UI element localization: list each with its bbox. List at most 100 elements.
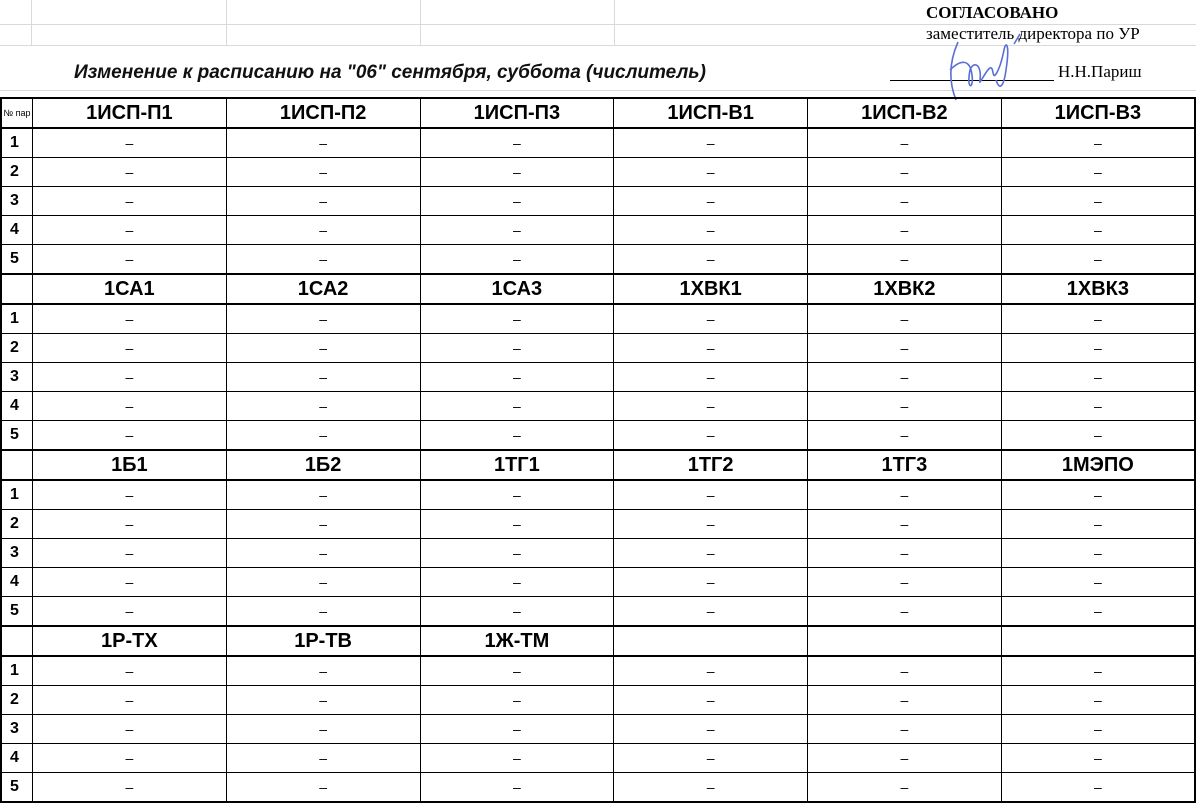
- schedule-cell: –: [419, 743, 615, 773]
- schedule-cell: –: [807, 186, 1002, 216]
- schedule-cell: –: [613, 772, 808, 803]
- group-name: 1ХВК2: [807, 273, 1002, 305]
- schedule-cell: –: [807, 215, 1002, 245]
- lesson-number: 1: [0, 479, 33, 510]
- schedule-cell: –: [419, 333, 615, 363]
- lesson-number: 4: [0, 391, 33, 421]
- table-row: 5– – – – – –: [0, 772, 1196, 803]
- table-row: 4– – – – – –: [0, 215, 1196, 245]
- schedule-cell: –: [613, 362, 808, 392]
- schedule-cell: –: [225, 215, 421, 245]
- schedule-cell: –: [1000, 157, 1196, 187]
- schedule-cell: –: [1000, 538, 1196, 568]
- schedule-cell: –: [1000, 215, 1196, 245]
- table-row: 2– – – – – –: [0, 509, 1196, 539]
- schedule-cell: –: [1000, 772, 1196, 803]
- table-row: 3– – – – – –: [0, 714, 1196, 744]
- table-row: 5– – – – – –: [0, 420, 1196, 451]
- schedule-cell: –: [225, 362, 421, 392]
- approval-heading: СОГЛАСОВАНО: [926, 3, 1059, 22]
- schedule-cell: –: [807, 362, 1002, 392]
- schedule-cell: –: [1000, 596, 1196, 627]
- lesson-number: 3: [0, 538, 33, 568]
- schedule-cell: –: [1000, 333, 1196, 363]
- table-row: 4– – – – – –: [0, 743, 1196, 773]
- schedule-cell: –: [419, 685, 615, 715]
- schedule-cell: –: [419, 127, 615, 158]
- approval-name: Н.Н.Париш: [1058, 62, 1142, 81]
- schedule-cell: –: [1000, 567, 1196, 597]
- group-name: 1МЭПО: [1000, 449, 1196, 481]
- schedule-cell: –: [225, 186, 421, 216]
- schedule-cell: –: [225, 596, 421, 627]
- group-name: 1ТГ1: [419, 449, 615, 481]
- schedule-cell: –: [1000, 303, 1196, 334]
- schedule-cell: –: [32, 567, 227, 597]
- schedule-cell: –: [807, 772, 1002, 803]
- schedule-cell: –: [807, 538, 1002, 568]
- schedule-cell: –: [807, 420, 1002, 451]
- schedule-cell: –: [807, 479, 1002, 510]
- lesson-number: 1: [0, 303, 33, 334]
- schedule-cell: –: [419, 391, 615, 421]
- gridline: [0, 24, 1196, 25]
- group-header-row: 1СА1 1СА2 1СА3 1ХВК1 1ХВК2 1ХВК3: [0, 273, 1196, 305]
- group-name: 1Б2: [225, 449, 421, 481]
- schedule-cell: –: [419, 303, 615, 334]
- table-row: 2– – – – – –: [0, 685, 1196, 715]
- schedule-cell: –: [32, 244, 227, 275]
- schedule-cell: –: [1000, 743, 1196, 773]
- table-row: 1– – – – – –: [0, 127, 1196, 158]
- schedule-cell: –: [807, 743, 1002, 773]
- schedule-cell: –: [613, 538, 808, 568]
- schedule-cell: –: [32, 743, 227, 773]
- group-name: 1ИСП-В2: [807, 97, 1002, 129]
- gridline: [0, 90, 1196, 91]
- schedule-cell: –: [807, 714, 1002, 744]
- schedule-cell: –: [32, 655, 227, 686]
- table-row: 2– – – – – –: [0, 333, 1196, 363]
- gridline: [31, 0, 32, 45]
- schedule-cell: –: [32, 479, 227, 510]
- schedule-table: № пар 1ИСП-П1 1ИСП-П2 1ИСП-П3 1ИСП-В1 1ИСП-В2…: [0, 97, 1196, 803]
- table-row: 5– – – – – –: [0, 244, 1196, 275]
- schedule-cell: –: [419, 772, 615, 803]
- schedule-cell: –: [613, 509, 808, 539]
- schedule-cell: –: [419, 538, 615, 568]
- group-name: 1ИСП-П3: [419, 97, 615, 129]
- schedule-cell: –: [613, 244, 808, 275]
- group-name: 1ИСП-В1: [613, 97, 808, 129]
- schedule-cell: –: [419, 479, 615, 510]
- schedule-cell: –: [613, 186, 808, 216]
- table-row: 4– – – – – –: [0, 567, 1196, 597]
- group-header-row: 1Р-ТХ 1Р-ТВ 1Ж-ТМ: [0, 625, 1196, 657]
- schedule-cell: –: [1000, 655, 1196, 686]
- group-name: [613, 625, 808, 657]
- lesson-number: 4: [0, 215, 33, 245]
- lesson-number: 4: [0, 743, 33, 773]
- group-name: 1Р-ТХ: [32, 625, 227, 657]
- schedule-cell: –: [225, 420, 421, 451]
- schedule-cell: –: [419, 215, 615, 245]
- schedule-cell: –: [1000, 479, 1196, 510]
- lesson-number: 2: [0, 685, 33, 715]
- group-header-row: № пар 1ИСП-П1 1ИСП-П2 1ИСП-П3 1ИСП-В1 1ИСП-В2…: [0, 97, 1196, 129]
- schedule-cell: –: [32, 157, 227, 187]
- schedule-cell: –: [419, 655, 615, 686]
- lesson-number: 3: [0, 186, 33, 216]
- lesson-number: 4: [0, 567, 33, 597]
- lesson-number-header: [0, 273, 33, 305]
- lesson-number: 5: [0, 244, 33, 275]
- schedule-cell: –: [32, 420, 227, 451]
- schedule-cell: –: [419, 244, 615, 275]
- schedule-cell: –: [807, 303, 1002, 334]
- gridline: [614, 0, 615, 45]
- group-name: 1Ж-ТМ: [419, 625, 615, 657]
- schedule-cell: –: [613, 596, 808, 627]
- schedule-cell: –: [613, 655, 808, 686]
- group-name: [1000, 625, 1196, 657]
- group-name: 1ИСП-П2: [225, 97, 421, 129]
- group-name: 1СА1: [32, 273, 227, 305]
- schedule-cell: –: [1000, 362, 1196, 392]
- schedule-cell: –: [807, 655, 1002, 686]
